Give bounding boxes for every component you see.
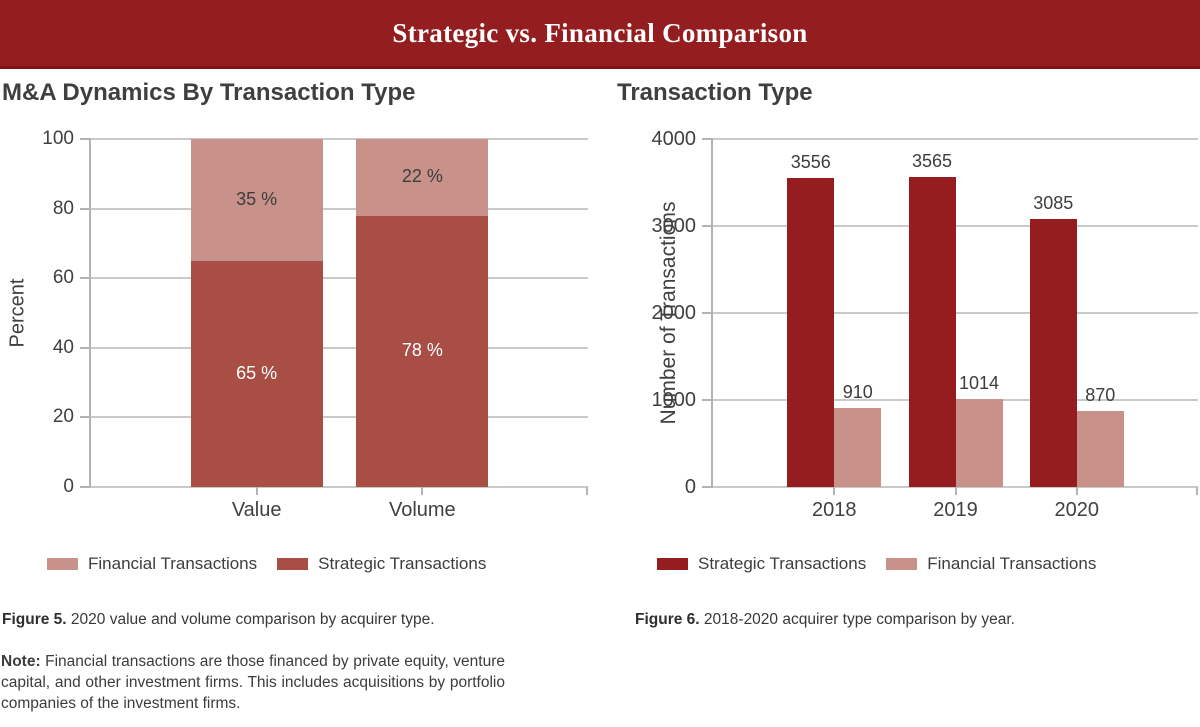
- x-axis-tick: [833, 487, 836, 495]
- bar-strategic-transactions: [1029, 218, 1077, 487]
- x-axis-tick: [421, 487, 424, 495]
- bar-segment-label: 65 %: [236, 362, 278, 383]
- gridline: [713, 312, 1198, 314]
- x-tick-label: 2019: [933, 499, 978, 521]
- y-axis-tick: [80, 346, 91, 349]
- note-label: Note:: [1, 653, 41, 670]
- x-axis-end-tick: [586, 487, 588, 495]
- right-chart-title: Transaction Type: [617, 79, 813, 106]
- x-axis-end-tick: [1196, 487, 1198, 495]
- note-text: Financial transactions are those finance…: [1, 653, 505, 712]
- y-tick-label: 100: [42, 128, 74, 149]
- figure6-caption: Figure 6. 2018-2020 acquirer type compar…: [635, 611, 1015, 629]
- y-axis-tick: [80, 207, 91, 210]
- x-axis-tick: [1075, 487, 1078, 495]
- y-tick-label: 20: [52, 406, 74, 428]
- page-title: Strategic vs. Financial Comparison: [392, 17, 808, 48]
- legend-swatch-strategic-transactions: [657, 558, 688, 570]
- bar-value-label: 3085: [1033, 192, 1074, 213]
- gridline: [91, 346, 588, 349]
- figure5-label: Figure 5.: [2, 611, 67, 628]
- bar-segment-financial-transactions: [356, 139, 489, 216]
- y-tick-label: 80: [52, 197, 74, 219]
- legend-swatch-strategic-transactions: [277, 558, 309, 570]
- y-tick-label: 60: [52, 267, 74, 289]
- legend-label: Financial Transactions: [88, 554, 258, 573]
- grouped-bar-chart: 0 1000 2000 3000 4000 Number of Transactions 2…: [600, 120, 1200, 540]
- x-axis-tick: [255, 487, 258, 495]
- header-banner: Strategic vs. Financial Comparison: [0, 0, 1200, 69]
- y-axis-line: [711, 139, 713, 488]
- gridline: [713, 225, 1198, 227]
- gridline: [91, 486, 588, 488]
- bar-strategic-transactions: [908, 176, 956, 487]
- legend-label: Financial Transactions: [927, 554, 1097, 573]
- y-tick-label: 0: [684, 476, 696, 498]
- y-axis-tick: [80, 138, 91, 140]
- y-axis-tick: [80, 416, 91, 419]
- legend-swatch-financial-transactions: [47, 558, 78, 570]
- y-axis-tick: [702, 399, 713, 401]
- legend-item-strategic-transactions: Strategic Transactions: [657, 554, 866, 574]
- y-tick-label: 0: [63, 476, 74, 497]
- note-paragraph: Note: Financial transactions are those f…: [1, 651, 505, 714]
- y-tick-label: 3000: [651, 215, 697, 237]
- x-tick-label: Volume: [388, 499, 456, 521]
- y-axis-tick: [80, 486, 91, 488]
- legend-item-financial-transactions: Financial Transactions: [886, 554, 1096, 574]
- y-tick-label: 40: [52, 336, 74, 358]
- legend-label: Strategic Transactions: [698, 554, 867, 573]
- y-axis-label: Percent: [6, 278, 29, 348]
- left-chart-title: M&A Dynamics By Transaction Type: [2, 79, 416, 106]
- bar-value-label: 910: [842, 381, 873, 402]
- figure5-text: 2020 value and volume comparison by acqu…: [70, 611, 435, 628]
- bar-value-label: 1014: [958, 372, 1000, 393]
- gridline: [91, 277, 588, 280]
- bar-segment-strategic-transactions: [190, 260, 323, 487]
- bar-financial-transactions: [834, 407, 882, 487]
- bar-segment-label: 22 %: [401, 166, 443, 187]
- x-axis-tick: [954, 487, 957, 495]
- y-tick-label: 1000: [651, 389, 697, 411]
- y-axis-tick: [702, 138, 713, 140]
- x-tick-label: Value: [231, 499, 282, 521]
- bar-value-label: 3565: [911, 150, 953, 171]
- gridline: [91, 207, 588, 210]
- legend-item-financial-transactions: Financial Transactions: [47, 554, 257, 574]
- figure5-caption: Figure 5. 2020 value and volume comparis…: [2, 611, 435, 629]
- figure6-label: Figure 6.: [635, 611, 700, 628]
- y-axis-tick: [702, 486, 713, 488]
- bar-segment-strategic-transactions: [356, 215, 489, 487]
- bar-strategic-transactions: [787, 177, 835, 487]
- x-tick-label: 2020: [1054, 499, 1100, 521]
- gridline: [713, 138, 1198, 140]
- y-tick-label: 2000: [651, 302, 697, 324]
- legend-swatch-financial-transactions: [886, 558, 918, 570]
- y-tick-label: 4000: [651, 128, 697, 150]
- legend-label: Strategic Transactions: [318, 554, 487, 573]
- y-axis-tick: [80, 277, 91, 280]
- gridline: [91, 416, 588, 419]
- bar-financial-transactions: [1076, 411, 1124, 487]
- x-tick-label: 2018: [812, 499, 857, 521]
- figure6-text: 2018-2020 acquirer type comparison by ye…: [703, 611, 1015, 628]
- bar-segment-financial-transactions: [190, 139, 323, 261]
- bar-financial-transactions: [955, 398, 1003, 487]
- bar-segment-label: 35 %: [236, 188, 278, 209]
- stacked-bar-chart: 0 20 40 60 80 100 Percent Value 65 % 35 % Volume 78…: [0, 120, 600, 540]
- right-chart-legend: Strategic Transactions Financial Transact…: [657, 554, 1096, 574]
- bar-value-label: 3556: [790, 151, 831, 172]
- bar-segment-label: 78 %: [401, 340, 443, 361]
- y-axis-tick: [702, 225, 713, 227]
- legend-item-strategic-transactions: Strategic Transactions: [277, 554, 486, 574]
- y-axis-line: [89, 139, 91, 488]
- bar-value-label: 870: [1085, 385, 1116, 406]
- left-chart-legend: Financial Transactions Strategic Transact…: [47, 554, 486, 574]
- y-axis-label: Number of Transactions: [657, 201, 680, 425]
- gridline: [91, 138, 588, 140]
- y-axis-tick: [702, 312, 713, 314]
